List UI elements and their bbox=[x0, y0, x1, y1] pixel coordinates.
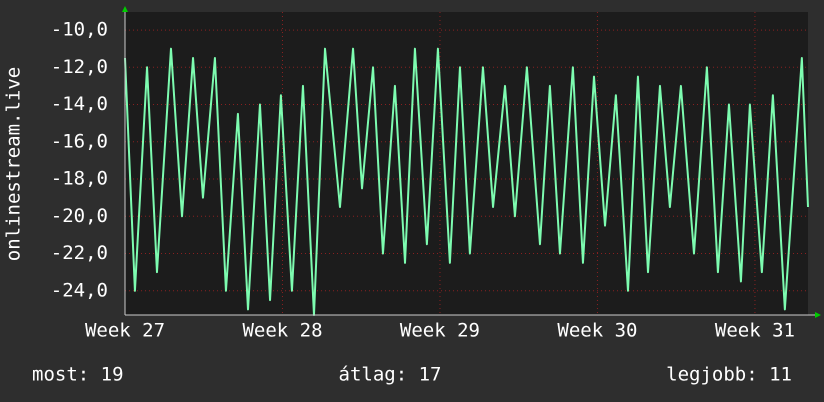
data-line bbox=[124, 47, 809, 316]
y-arrow bbox=[122, 6, 128, 12]
footer-stat: most: 19 bbox=[32, 364, 124, 386]
x-tick-label: Week 28 bbox=[242, 320, 322, 342]
footer-stat: átlag: 17 bbox=[339, 364, 442, 386]
y-axis-label: onlinestream.live bbox=[3, 67, 25, 261]
plot-area bbox=[125, 12, 808, 315]
y-tick-label: -10,0 bbox=[51, 19, 108, 41]
x-tick-label: Week 31 bbox=[715, 320, 795, 342]
x-tick-label: Week 27 bbox=[85, 320, 165, 342]
y-tick-label: -24,0 bbox=[51, 279, 108, 301]
y-tick-label: -14,0 bbox=[51, 93, 108, 115]
plot bbox=[124, 47, 809, 316]
x-tick-label: Week 30 bbox=[557, 320, 637, 342]
footer-stat: legjobb: 11 bbox=[666, 364, 792, 386]
x-arrow bbox=[815, 312, 821, 318]
y-tick-label: -12,0 bbox=[51, 56, 108, 78]
y-tick-label: -16,0 bbox=[51, 130, 108, 152]
x-tick-label: Week 29 bbox=[400, 320, 480, 342]
y-tick-label: -20,0 bbox=[51, 205, 108, 227]
y-tick-label: -22,0 bbox=[51, 242, 108, 264]
y-tick-label: -18,0 bbox=[51, 168, 108, 190]
